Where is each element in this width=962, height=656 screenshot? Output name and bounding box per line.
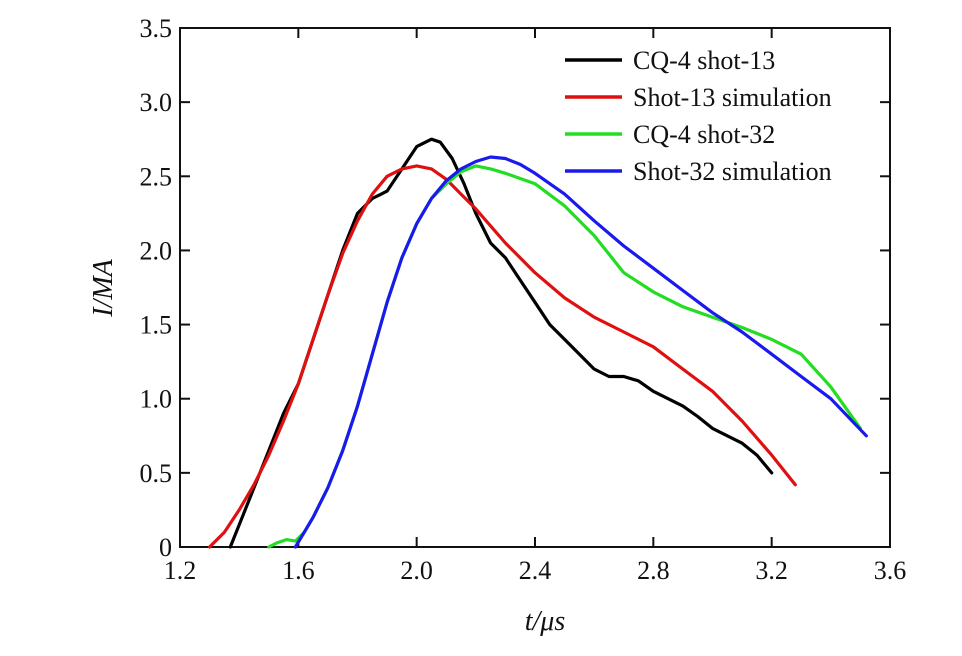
x-tick-label: 3.2	[755, 556, 788, 585]
x-tick-label: 2.4	[519, 556, 552, 585]
series-line-4	[293, 155, 868, 549]
legend-label: Shot-13 simulation	[633, 83, 832, 112]
y-tick-label: 2.0	[140, 236, 173, 265]
series-lines	[208, 137, 868, 549]
x-tick-label: 1.2	[164, 556, 197, 585]
y-tick-label: 0	[159, 533, 172, 562]
y-tick-label: 1.5	[140, 311, 173, 340]
x-axis-title: t/μs	[525, 606, 566, 637]
y-axis-title: I/MA	[88, 258, 119, 317]
legend-label: Shot-32 simulation	[633, 157, 832, 186]
legend: CQ-4 shot-13 Shot-13 simulation CQ-4 shot-…	[565, 46, 832, 186]
x-tick-label: 3.6	[874, 556, 907, 585]
series-line-2	[208, 164, 797, 549]
x-tick-label: 1.6	[282, 556, 315, 585]
legend-label: CQ-4 shot-32	[633, 120, 775, 149]
y-tick-label: 2.5	[140, 162, 173, 191]
x-tick-label: 2.0	[400, 556, 433, 585]
axis-ticks: 1.2 1.6 2.0 2.4 2.8 3.2 3.6 0 0.5 1.0 1.5 2.0 2.5 3.0…	[140, 14, 907, 585]
y-tick-label: 3.5	[140, 14, 173, 43]
y-tick-label: 3.0	[140, 88, 173, 117]
legend-label: CQ-4 shot-13	[633, 46, 775, 75]
y-tick-label: 1.0	[140, 385, 173, 414]
x-tick-label: 2.8	[637, 556, 670, 585]
y-tick-label: 0.5	[140, 459, 173, 488]
